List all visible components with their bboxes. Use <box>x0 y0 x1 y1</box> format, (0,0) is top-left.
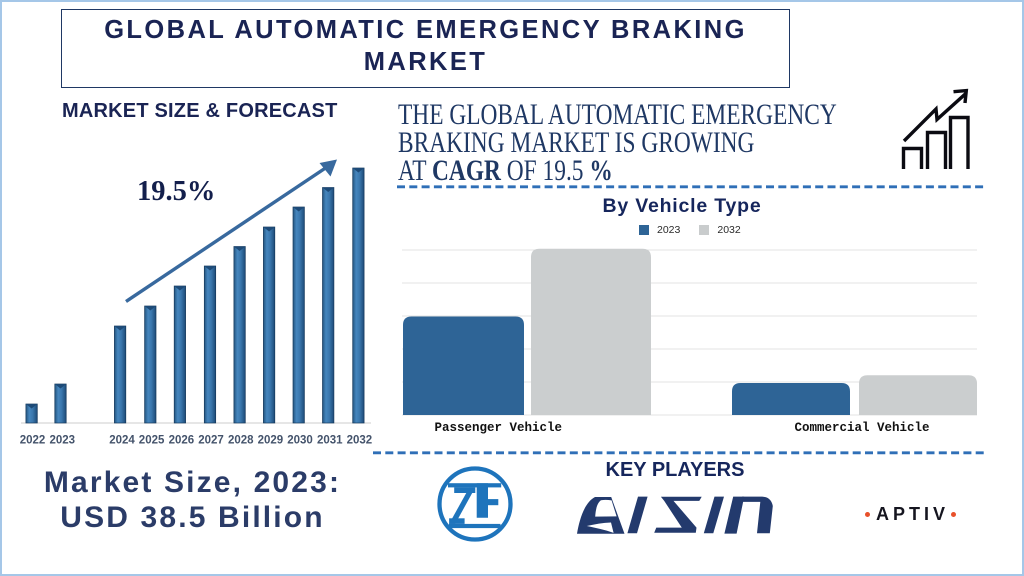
svg-text:2024: 2024 <box>109 435 135 447</box>
svg-text:2025: 2025 <box>139 435 165 447</box>
svg-text:2032: 2032 <box>347 435 373 447</box>
svg-text:2023: 2023 <box>50 435 76 447</box>
svg-text:2026: 2026 <box>169 435 195 447</box>
svg-text:2027: 2027 <box>198 435 224 447</box>
svg-text:2030: 2030 <box>287 435 313 447</box>
svg-text:2022: 2022 <box>20 435 46 447</box>
svg-text:2028: 2028 <box>228 435 254 447</box>
svg-text:2031: 2031 <box>317 435 343 447</box>
svg-text:2029: 2029 <box>258 435 284 447</box>
